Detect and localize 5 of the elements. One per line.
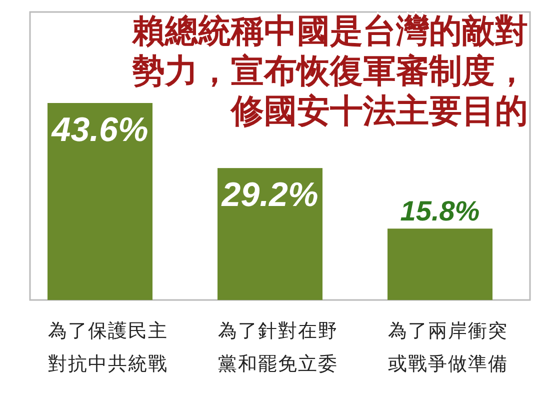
data-label: 29.2%	[220, 176, 318, 214]
data-label: 15.8%	[400, 196, 480, 227]
x-tick-label: 為了針對在野黨和罷免立委	[218, 320, 338, 375]
x-tick-label: 為了保護民主對抗中共統戰	[48, 320, 168, 375]
x-tick-label: 為了兩岸衝突或戰爭做準備	[388, 320, 508, 375]
